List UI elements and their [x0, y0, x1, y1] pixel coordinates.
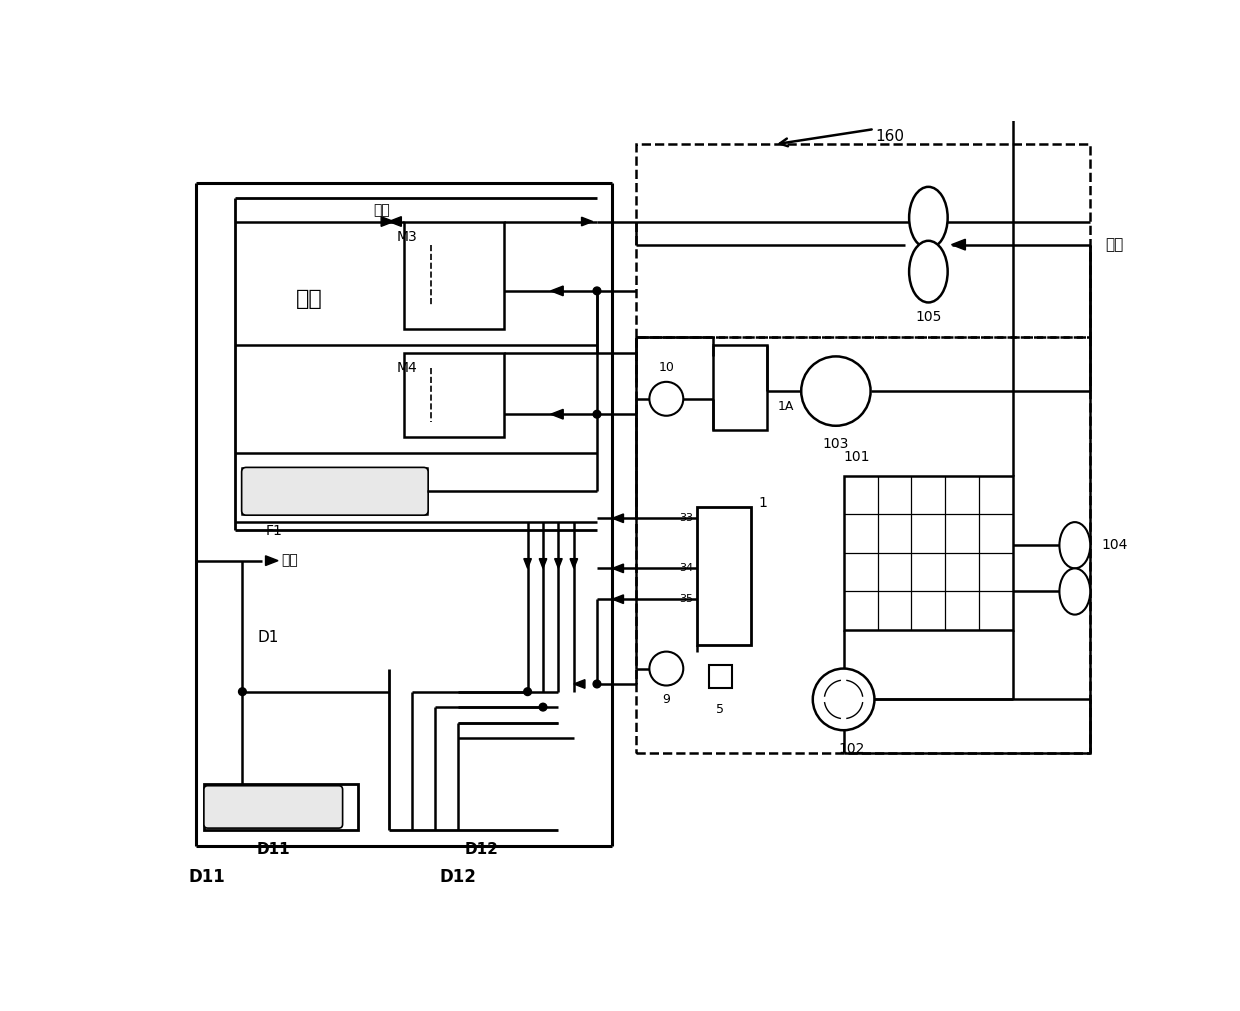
- Bar: [635, 145, 1090, 337]
- Bar: [713, 345, 766, 430]
- Text: 105: 105: [915, 310, 941, 325]
- Text: F1: F1: [265, 524, 283, 538]
- FancyBboxPatch shape: [242, 467, 428, 516]
- Polygon shape: [951, 240, 966, 250]
- Polygon shape: [551, 409, 563, 420]
- Text: 102: 102: [838, 742, 864, 756]
- Text: M3: M3: [397, 229, 418, 244]
- Text: 送风: 送风: [373, 203, 391, 217]
- Text: D12: D12: [465, 842, 498, 857]
- Bar: [203, 785, 358, 830]
- Polygon shape: [523, 559, 532, 568]
- Text: 33: 33: [680, 514, 693, 524]
- Polygon shape: [539, 559, 547, 568]
- Polygon shape: [265, 556, 278, 565]
- Ellipse shape: [909, 241, 947, 302]
- Circle shape: [650, 652, 683, 685]
- Ellipse shape: [909, 187, 947, 249]
- Circle shape: [801, 357, 870, 426]
- Bar: [843, 476, 1013, 630]
- Polygon shape: [570, 559, 578, 568]
- Text: 新风: 新风: [1106, 238, 1123, 252]
- Bar: [697, 507, 751, 645]
- Polygon shape: [613, 564, 624, 572]
- Polygon shape: [613, 514, 624, 523]
- Text: 送风: 送风: [281, 554, 298, 567]
- Circle shape: [539, 704, 547, 711]
- Ellipse shape: [1059, 522, 1090, 568]
- Text: 101: 101: [843, 450, 870, 464]
- Text: D11: D11: [257, 842, 290, 857]
- Text: 104: 104: [1102, 538, 1128, 552]
- Bar: [404, 221, 505, 330]
- Text: D1: D1: [258, 630, 279, 645]
- Text: D12: D12: [440, 867, 476, 886]
- Text: 1A: 1A: [777, 400, 795, 413]
- Text: D11: D11: [188, 867, 226, 886]
- Text: 103: 103: [822, 438, 849, 451]
- Polygon shape: [613, 594, 624, 604]
- Circle shape: [593, 410, 601, 419]
- Polygon shape: [381, 216, 393, 226]
- Polygon shape: [554, 559, 562, 568]
- Text: 5: 5: [717, 704, 724, 716]
- Polygon shape: [389, 216, 402, 226]
- Ellipse shape: [1059, 568, 1090, 615]
- Text: 1: 1: [759, 495, 768, 510]
- Bar: [709, 664, 732, 687]
- Circle shape: [650, 382, 683, 416]
- Text: 34: 34: [680, 563, 693, 573]
- Polygon shape: [574, 679, 585, 688]
- Text: M4: M4: [397, 361, 418, 375]
- Circle shape: [523, 687, 532, 696]
- Text: 10: 10: [658, 361, 675, 374]
- Polygon shape: [551, 286, 563, 296]
- Bar: [404, 353, 505, 438]
- Text: 房间: 房间: [296, 288, 324, 308]
- FancyBboxPatch shape: [203, 786, 342, 828]
- Polygon shape: [582, 217, 593, 225]
- Circle shape: [812, 668, 874, 730]
- Text: 9: 9: [662, 694, 671, 707]
- Bar: [635, 337, 1090, 753]
- Text: 160: 160: [875, 129, 904, 144]
- Circle shape: [238, 687, 247, 696]
- Bar: [242, 468, 428, 515]
- Text: 35: 35: [680, 594, 693, 605]
- Circle shape: [593, 287, 601, 295]
- Circle shape: [593, 680, 601, 687]
